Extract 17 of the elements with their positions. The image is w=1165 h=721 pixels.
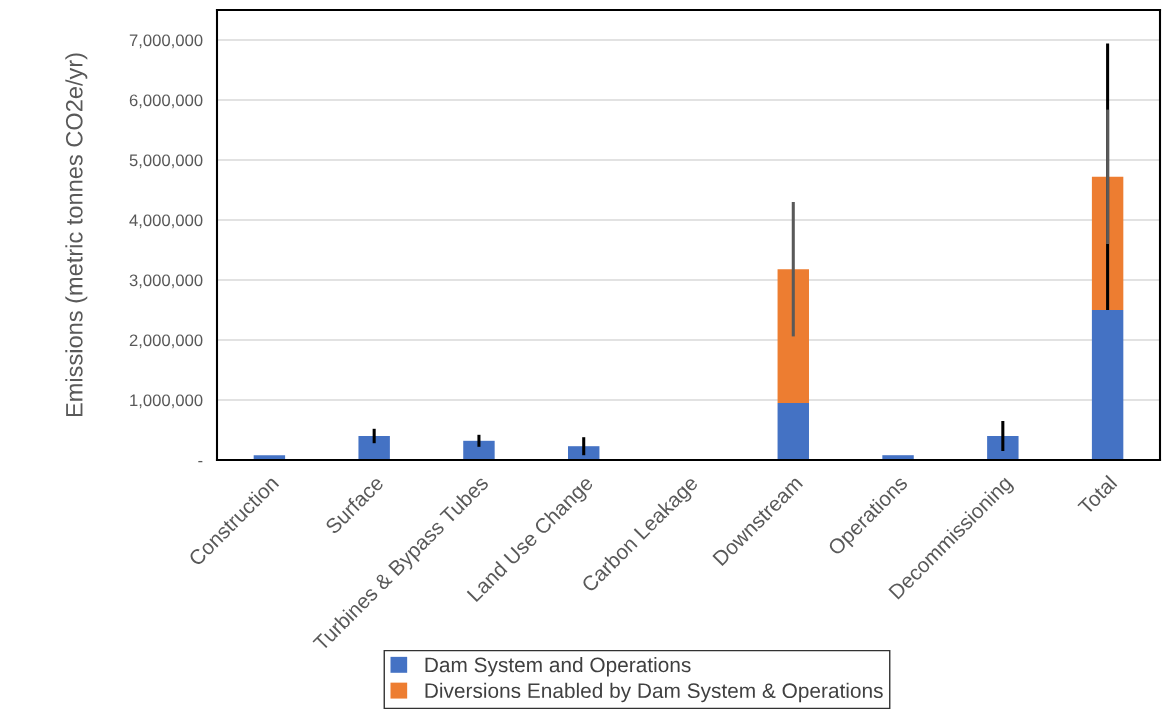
y-axis-title: Emissions (metric tonnes CO2e/yr) [65, 53, 88, 417]
legend-label: Dam System and Operations [425, 656, 691, 677]
bar [777, 403, 809, 460]
bar [987, 436, 1019, 460]
bar [777, 269, 809, 403]
y-tick-label: 5,000,000 [129, 154, 203, 169]
y-tick-label: 3,000,000 [129, 274, 203, 289]
bar [463, 440, 495, 460]
y-tick-label: 6,000,000 [129, 94, 203, 109]
bar [358, 436, 390, 460]
y-tick-label: 2,000,000 [129, 334, 203, 349]
y-tick-label: 4,000,000 [129, 214, 203, 229]
y-tick-label: 7,000,000 [129, 34, 203, 49]
y-tick-label: 1,000,000 [130, 394, 203, 409]
y-tick-label: - [198, 460, 203, 463]
bar [1091, 310, 1124, 460]
legend-label: Diversions Enabled by Dam System & Operations [425, 682, 883, 703]
